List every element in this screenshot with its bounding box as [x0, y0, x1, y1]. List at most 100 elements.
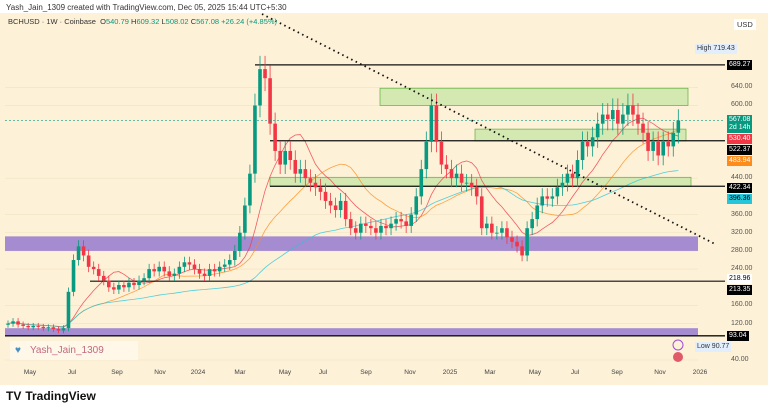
price-tag: 218.96 [727, 274, 753, 285]
candle-body [404, 221, 408, 226]
candle-body [303, 169, 308, 179]
candle-body [399, 219, 403, 222]
candle-body [439, 141, 444, 165]
time-tick: 2026 [692, 369, 708, 376]
candle-body [369, 225, 373, 229]
high-marker-value: 719.43 [713, 45, 735, 52]
candle-body [570, 173, 575, 179]
time-tick: Nov [654, 369, 666, 376]
candle-body [474, 187, 479, 197]
price-tick: 360.00 [731, 210, 753, 218]
watermark-text: Yash_Jain_1309 [30, 345, 104, 356]
time-tick: Nov [404, 369, 416, 376]
candle-body [248, 173, 252, 206]
candle-body [222, 264, 227, 267]
support-zone [5, 328, 698, 336]
support-zone [5, 236, 698, 251]
candle-body [449, 169, 454, 179]
candle-body [233, 250, 237, 261]
time-tick: Jul [570, 369, 580, 376]
candle-body [535, 205, 539, 220]
candle-body [243, 205, 247, 233]
demand-zone [474, 128, 687, 142]
symbol-legend: BCHUSD · 1W · Coinbase O540.79 H609.32 L… [8, 17, 277, 26]
candle-body [338, 200, 343, 211]
time-tick: Mar [234, 369, 246, 376]
price-tick: 240.00 [731, 265, 753, 273]
time-tick: 2024 [190, 369, 206, 376]
candle-body [515, 241, 519, 247]
candle-body [575, 160, 580, 179]
time-tick: Mar [484, 369, 496, 376]
candle-body [187, 262, 192, 265]
symbol[interactable]: BCHUSD · 1W · Coinbase [8, 17, 96, 26]
candle-body [429, 105, 434, 142]
candle-body [389, 223, 393, 229]
price-tag: 213.35 [727, 285, 753, 296]
candle-body [353, 228, 358, 233]
candle-body [258, 69, 262, 106]
candle-body [469, 182, 474, 188]
candle-body [253, 105, 257, 174]
candle-body [86, 255, 91, 267]
candle-body [172, 273, 177, 276]
candle-body [293, 160, 298, 174]
candle-body [278, 150, 282, 165]
candle-body [81, 246, 86, 256]
high-value: 609.32 [136, 17, 160, 26]
open-value: 540.79 [105, 17, 129, 26]
candle-body [565, 173, 570, 183]
o-label: O [100, 17, 106, 26]
time-tick: May [23, 369, 37, 376]
candle-body [666, 141, 671, 147]
demand-zone [379, 87, 689, 106]
price-tick: 280.00 [731, 246, 753, 254]
time-tick: Jul [67, 369, 77, 376]
candle-body [530, 219, 534, 229]
candle-body [646, 132, 650, 151]
candle-body [157, 266, 161, 272]
candle-body [147, 269, 151, 279]
candle-body [661, 141, 665, 156]
credit-text: Yash_Jain_1309 created with TradingView.… [6, 3, 287, 12]
change-value: +26.24 (+4.85%) [221, 17, 278, 26]
candle-body [333, 205, 338, 211]
candle-body [409, 214, 413, 226]
candle-body [384, 225, 388, 229]
time-tick: Jul [318, 369, 328, 376]
candle-body [112, 287, 116, 290]
candle-body [636, 114, 640, 124]
currency-button[interactable]: USD [734, 19, 756, 30]
candle-body [283, 150, 287, 165]
watermark: ♥ Yash_Jain_1309 [10, 341, 138, 360]
candle-body [288, 150, 293, 161]
time-tick: Sep [611, 369, 623, 376]
candle-body [459, 173, 464, 183]
candle-body [263, 69, 267, 79]
candle-body [621, 114, 625, 124]
candle-body [394, 219, 398, 224]
candle-body [66, 291, 71, 329]
price-tag: 530.40 [727, 134, 753, 145]
candle-body [505, 228, 509, 238]
time-tick: Sep [360, 369, 372, 376]
price-tick: 600.00 [731, 101, 753, 109]
candle-body [495, 232, 499, 234]
candle-body [605, 114, 610, 120]
candle-body [580, 141, 585, 161]
candle-body [6, 323, 10, 325]
l-label: L [161, 17, 166, 26]
candle-body [177, 266, 182, 274]
candle-body [555, 187, 560, 197]
price-tick: 40.00 [731, 356, 749, 363]
candle-body [444, 164, 449, 170]
price-tick: 440.00 [731, 174, 753, 182]
time-tick: Nov [154, 369, 166, 376]
candle-body [127, 282, 131, 288]
lightning-event-icon [672, 339, 684, 351]
candle-body [96, 269, 101, 276]
candle-body [26, 325, 30, 328]
time-tick: May [278, 369, 292, 376]
candle-body [217, 266, 222, 272]
